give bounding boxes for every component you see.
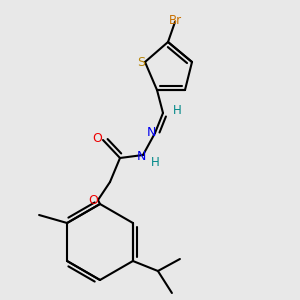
Text: S: S	[137, 56, 145, 68]
Text: N: N	[146, 127, 156, 140]
Text: Br: Br	[168, 14, 182, 28]
Text: O: O	[88, 194, 98, 208]
Text: H: H	[151, 157, 159, 169]
Text: O: O	[92, 131, 102, 145]
Text: H: H	[172, 104, 182, 118]
Text: N: N	[136, 149, 146, 163]
